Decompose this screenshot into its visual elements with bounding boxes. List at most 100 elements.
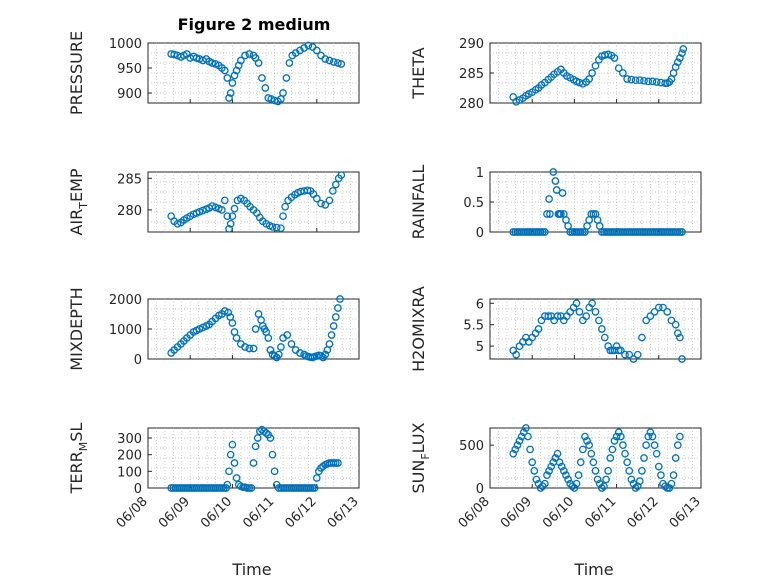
data-point [679,45,688,53]
data-point [604,342,613,350]
y-tick-label: 100 [117,465,142,480]
data-point [547,462,556,471]
data-point [264,334,273,342]
data-point [543,210,551,218]
data-point [236,56,245,65]
y-tick-label: 290 [459,37,484,52]
data-point [325,340,334,348]
x-tick-label: 06/10 [540,494,577,531]
data-point [642,316,650,325]
y-tick-label: 500 [459,439,484,454]
y-axis-label: AIRTEMP [67,168,90,235]
data-point [274,350,283,359]
data-point [552,186,561,194]
data-point [543,471,551,479]
data-point [513,441,522,449]
figure-title: Figure 2 medium [178,15,331,34]
data-point [199,206,207,215]
data-point [249,344,258,353]
data-point [604,50,613,59]
data-point [623,458,632,467]
data-point [208,202,216,210]
y-tick-label: 0 [134,353,142,368]
data-point [545,467,553,475]
data-point [616,346,625,355]
data-point [226,219,235,228]
data-point [241,343,249,351]
y-tick-label: 285 [459,67,484,82]
y-tick-label: 5 [476,340,484,355]
data-point [638,333,646,342]
data-point [230,204,239,213]
x-tick-label: 06/10 [198,494,235,531]
y-axis-label: H2OMIXRA [409,286,428,372]
data-point [220,66,229,75]
data-point [612,342,621,350]
data-point [657,471,665,479]
data-point [325,56,334,65]
data-point [638,467,646,475]
data-point [310,484,319,492]
y-tick-label: 0 [134,482,142,497]
data-point [512,350,521,359]
data-point [673,441,682,449]
x-tick-label: 06/12 [625,494,662,531]
subplot-sun: 0 500 06/08 06/09 06/10 06/11 06/12 06/13 SUNFLU… [409,422,704,531]
x-tick-label: 06/13 [667,494,704,531]
data-point [574,471,583,479]
data-point [621,449,629,458]
data-point [249,459,258,467]
data-point [663,308,672,316]
data-point [549,168,558,176]
data-point [325,196,334,205]
data-point [650,441,659,449]
data-point [331,180,340,189]
data-point [283,331,292,339]
data-point [619,69,627,77]
data-point [625,350,634,359]
data-point [321,350,330,359]
data-point [526,445,534,454]
data-point [600,482,608,491]
data-point [678,49,686,58]
data-point [678,355,686,363]
data-point [268,450,277,459]
data-point [642,441,650,449]
data-point [600,333,609,342]
data-point [304,41,313,50]
y-tick-label: 0 [476,226,484,241]
data-point [640,76,648,85]
data-point [220,196,229,205]
data-point [559,467,568,475]
data-point [557,462,566,471]
data-point [652,78,661,86]
data-point [334,59,342,67]
data-point [665,484,674,492]
data-point [223,480,232,489]
data-point [669,471,678,479]
data-point [281,202,289,211]
data-point [671,454,680,462]
y-axis-label: RAINFALL [409,165,428,240]
data-point [597,325,606,333]
data-point [329,58,338,66]
data-point [228,319,237,327]
data-point [593,475,602,484]
x-tick-label: 06/11 [582,494,619,531]
data-point [279,212,287,221]
data-point [337,60,346,68]
data-point [610,437,619,445]
data-point [595,316,603,325]
data-point [570,484,579,492]
data-point [588,69,596,77]
y-tick-label: 6 [476,297,484,312]
data-point [208,59,216,67]
y-axis-label: THETA [409,47,428,99]
data-point [532,475,541,484]
data-point [511,445,520,454]
data-point [572,299,581,308]
data-point [528,458,537,467]
data-point [635,477,644,485]
data-point [277,343,285,351]
data-point [614,64,623,73]
